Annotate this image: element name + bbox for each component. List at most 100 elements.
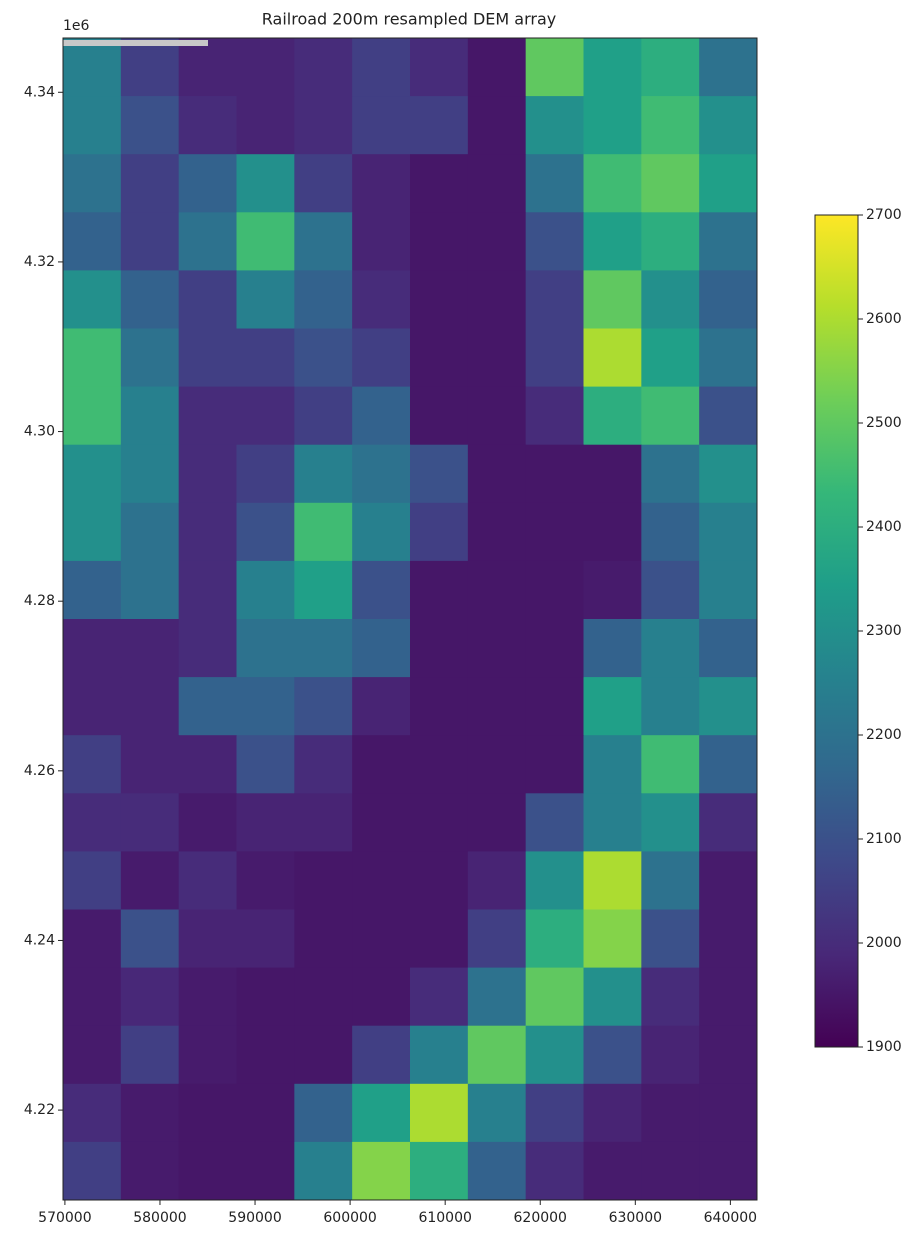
cell [526,445,584,504]
cell [584,851,642,910]
cell [179,270,237,329]
cell [179,968,237,1027]
cell [641,619,699,678]
cell [526,212,584,271]
cell [237,677,295,736]
cell [237,910,295,969]
cell [179,329,237,388]
colorbar [815,215,858,1047]
cell [699,968,757,1027]
cell [410,561,468,620]
cell [352,445,410,504]
cell [121,1142,179,1201]
cell [294,619,352,678]
cell [584,503,642,562]
cell [237,1084,295,1143]
cell [352,677,410,736]
cell [641,1142,699,1201]
cell [410,154,468,213]
cell [699,561,757,620]
cell [526,968,584,1027]
cell [121,96,179,155]
cell [237,212,295,271]
cell [468,270,526,329]
cell [699,154,757,213]
cell [63,1084,121,1143]
cell [410,387,468,446]
cell [584,38,642,97]
cell [641,1026,699,1085]
colorbar-tick-label: 1900 [866,1039,902,1055]
cell [641,735,699,794]
cell [699,851,757,910]
cell [294,38,352,97]
cell [121,387,179,446]
cell [699,503,757,562]
cell [699,270,757,329]
cell [121,38,179,97]
cell [468,445,526,504]
cell [237,793,295,852]
cell [121,735,179,794]
cell [410,38,468,97]
cell [641,445,699,504]
cell [63,270,121,329]
cell [121,910,179,969]
cell [526,910,584,969]
cell [294,677,352,736]
cell [410,503,468,562]
heatmap [63,38,758,1201]
x-tick-label: 640000 [704,1210,757,1226]
cell [237,387,295,446]
cell [237,154,295,213]
cell [294,387,352,446]
cell [584,445,642,504]
cell [121,619,179,678]
cell [410,212,468,271]
cell [410,968,468,1027]
cell [526,561,584,620]
colorbar-tick-label: 2700 [866,207,902,223]
cell [584,793,642,852]
cell [468,387,526,446]
cell [699,677,757,736]
chart: Railroad 200m resampled DEM array 1e6 57… [0,0,919,1255]
cell [294,910,352,969]
cell [526,329,584,388]
cell [179,212,237,271]
cell [179,735,237,794]
cell [121,1084,179,1143]
cell [121,154,179,213]
cell [237,503,295,562]
cell [526,387,584,446]
cell [63,677,121,736]
cell [294,96,352,155]
cell [468,38,526,97]
cell [526,677,584,736]
cell [179,793,237,852]
cell [294,735,352,794]
cell [237,445,295,504]
cell [468,503,526,562]
y-tick-label: 4.26 [24,763,55,779]
cell [526,619,584,678]
cell [641,96,699,155]
cell [526,38,584,97]
cell [468,561,526,620]
cell [584,735,642,794]
cell [294,1142,352,1201]
cell [641,968,699,1027]
cell [237,851,295,910]
y-tick-label: 4.22 [24,1102,55,1118]
cell [468,851,526,910]
cell [294,270,352,329]
cell [63,968,121,1027]
x-tick-label: 620000 [514,1210,567,1226]
cell [699,212,757,271]
cell [641,1084,699,1143]
cell [699,793,757,852]
cell [699,619,757,678]
cell [179,851,237,910]
cell [294,1026,352,1085]
cell [237,96,295,155]
